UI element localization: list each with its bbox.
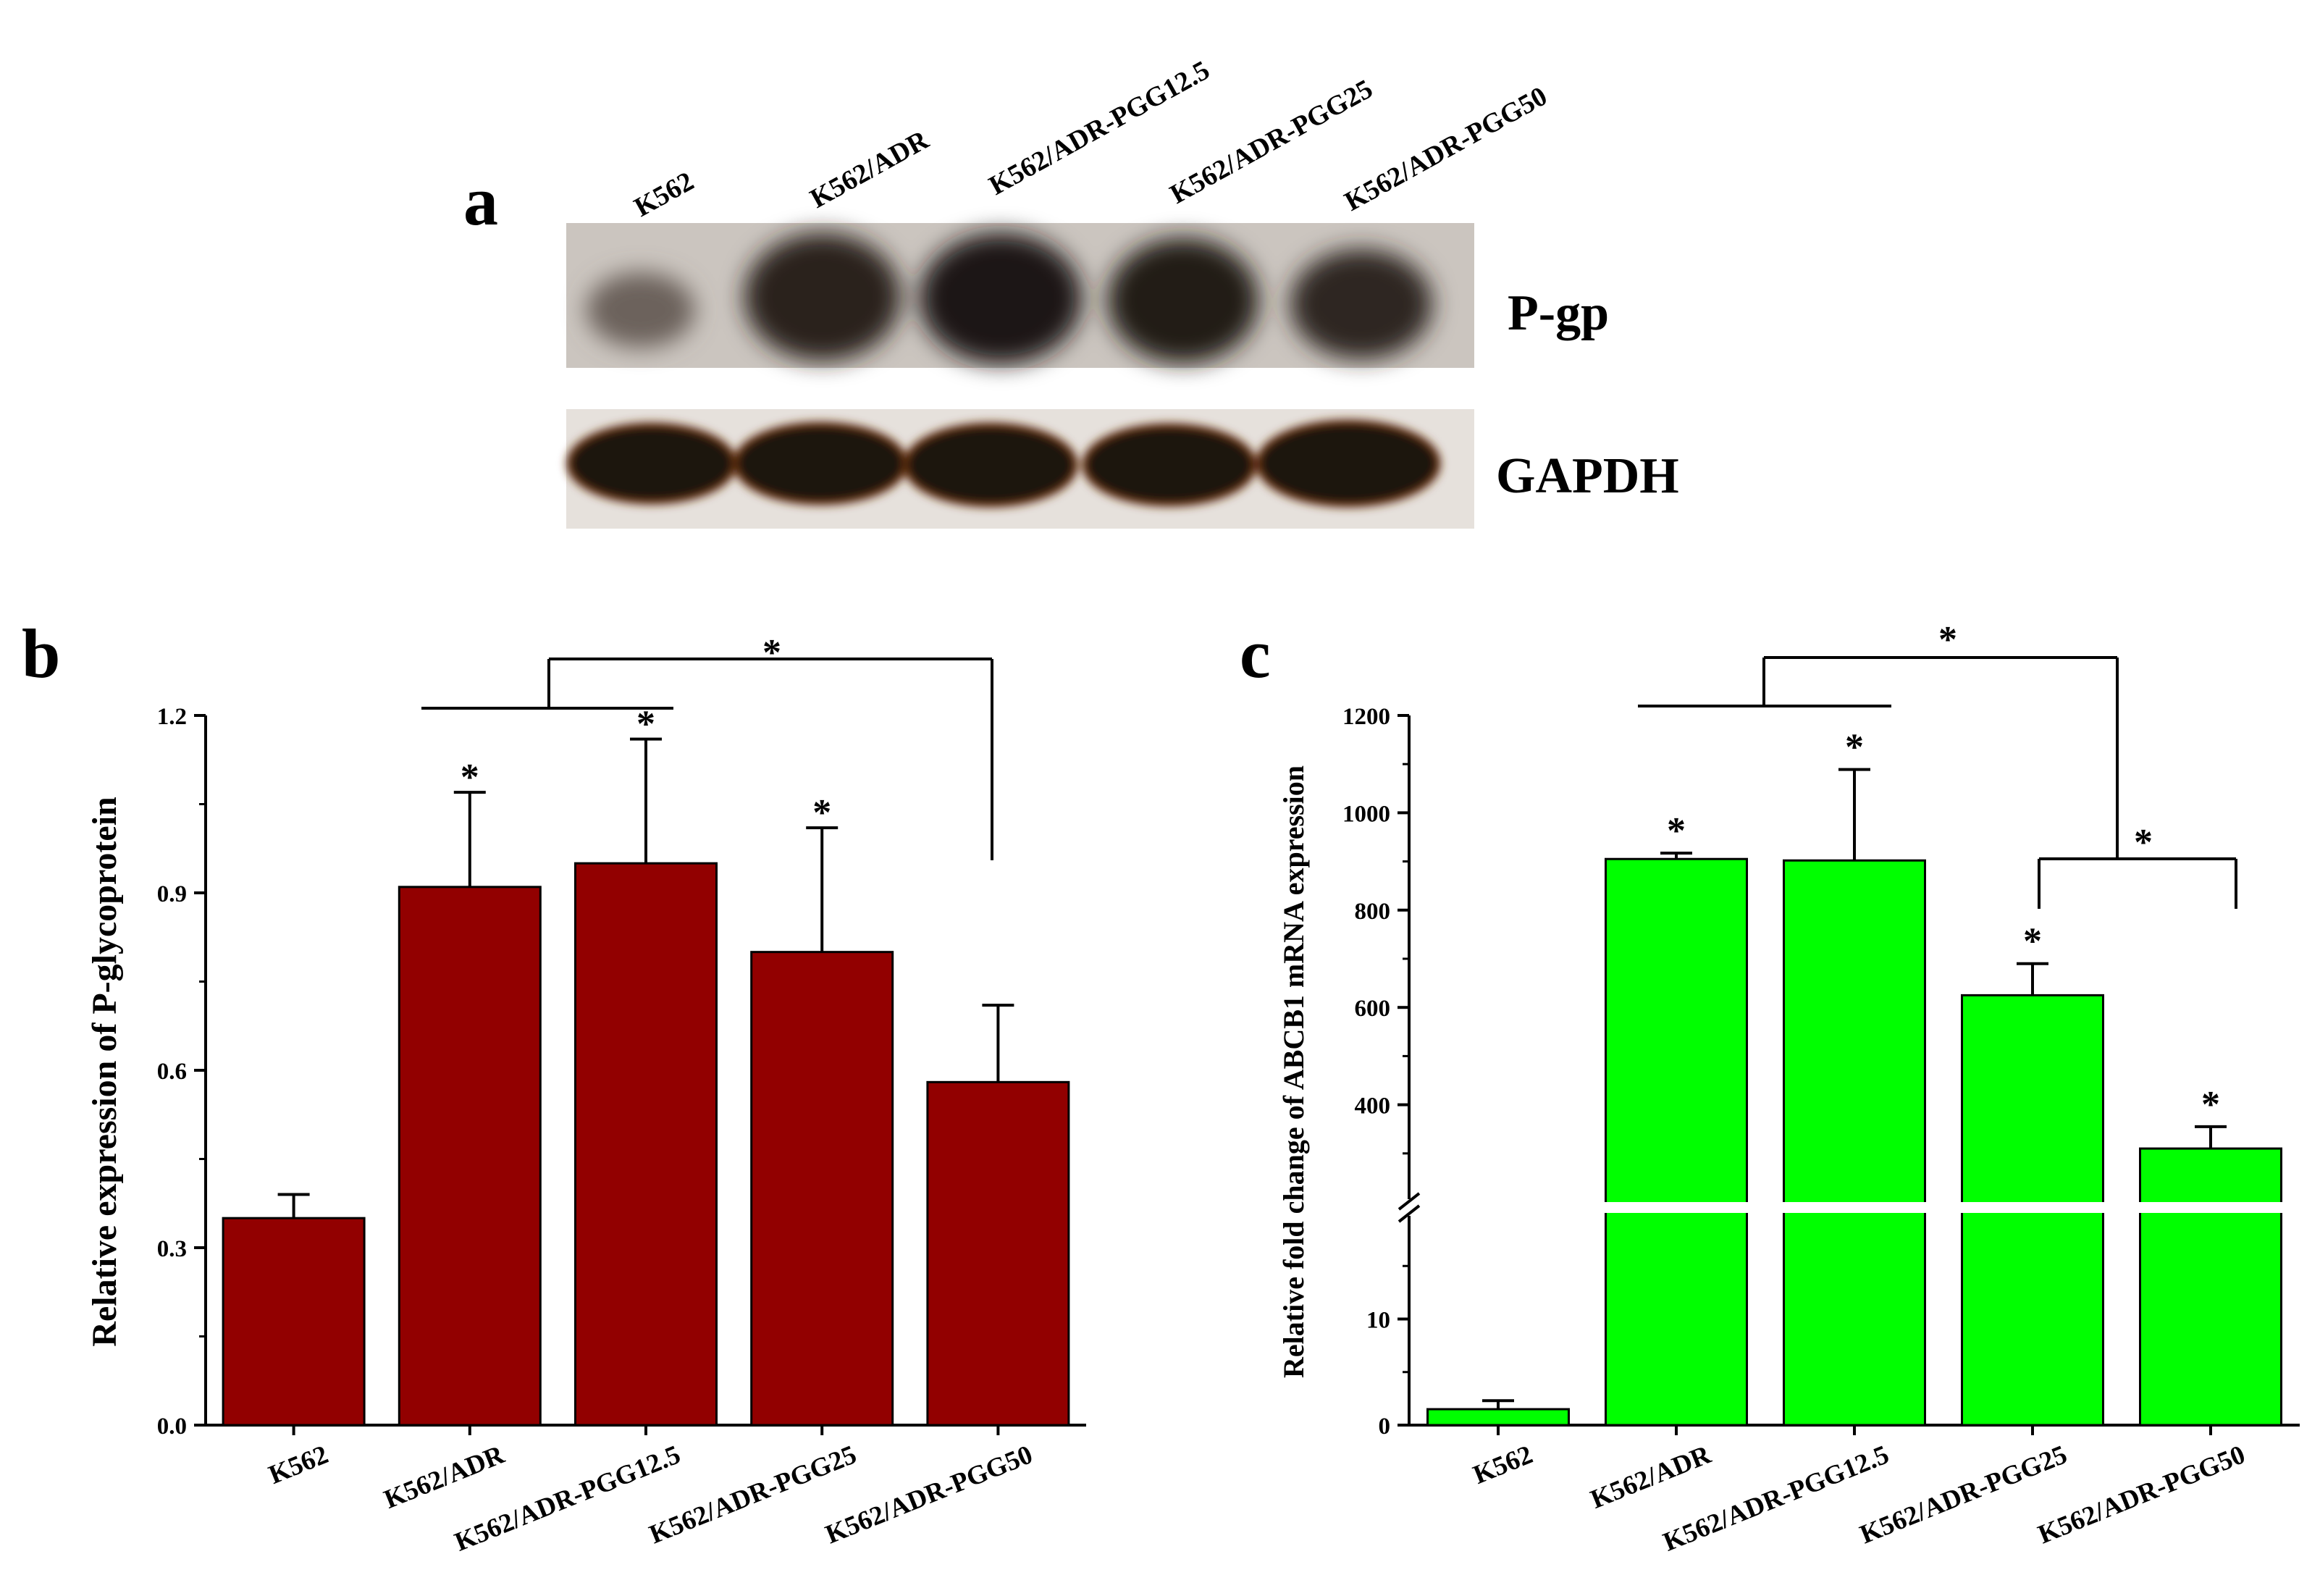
panel-c-x-tick-label: K562 [1469,1440,1537,1490]
panel-b-bar [750,951,894,1427]
panel-c-axis-break-mark [1398,1204,1421,1223]
panel-b-bar [398,886,542,1427]
panel-c-y-tick-label: 1000 [1342,801,1390,827]
panel-b-y-tick-label: 0.9 [157,881,187,907]
panel-c-y-tick-label: 800 [1355,899,1391,925]
band-pgp-lane5 [1290,249,1432,359]
panel-c-bracket-top: * [1638,619,2119,859]
panel-b-significance-stars: * * * [461,704,831,833]
panel-b-bar [222,1217,366,1427]
panel-b-bar [926,1080,1070,1427]
panel-c-axis-break-mark [1398,1192,1421,1211]
panel-c-bar-break-gap [1781,1202,1928,1213]
panel-c-bar [1783,859,1926,1427]
blot-strip-gapdh [566,409,1474,529]
panel-c-x-ticks: K562 K562/ADRK562/ADR-PGG12.5K562/ADR-PGG… [1469,1425,2249,1558]
blot-lane-labels: K562 K562/ADR K562/ADR-PGG12.5 K562/ADR-… [629,55,1552,223]
panel-c-bar-star: * [2023,921,2042,962]
panel-c: c Relative fold change of ABCB1 mRNA exp… [1240,615,2300,1558]
panel-c-bracket-right: * [2038,822,2237,909]
panel-b-y-axis-label: Relative expression of P-glycoprotein [85,797,124,1346]
panel-c-bar-break-gap [1603,1202,1749,1213]
panel-c-y-tick-label: 10 [1366,1308,1390,1334]
panel-c-significance-stars: * * * * [1667,727,2220,1125]
lane-label-k562-adr: K562/ADR [805,125,934,214]
lane-label-k562: K562 [629,166,699,223]
panel-b-bracket-star: * [762,632,781,673]
panel-b-bar-star: * [812,792,831,833]
band-gapdh-lane3 [903,422,1078,508]
panel-c-bar-break-gap [1959,1202,2106,1213]
panel-b: b Relative expression of P-glycoprotein … [22,615,1086,1558]
panel-b-y-tick-label: 0.0 [157,1414,187,1440]
panel-c-bars [1426,857,2284,1427]
panel-a-label: a [463,162,498,240]
panel-c-y-tick-label: 400 [1355,1093,1391,1120]
panel-b-y-tick-label: 0.6 [157,1059,187,1085]
panel-c-error-bars [1482,768,2227,1410]
panel-c-bar-star: * [1667,810,1686,852]
panel-c-label: c [1240,615,1271,692]
band-pgp-lane4 [1108,238,1258,363]
panel-c-bracket-right-star: * [2134,822,2153,863]
band-pgp-lane1 [587,272,695,348]
panel-c-y-tick-label: 1200 [1342,704,1390,730]
panel-b-x-ticks: K562 K562/ADRK562/ADR-PGG12.5K562/ADR-PGG… [264,1425,1037,1558]
blot-strip-pgp [566,223,1474,368]
band-label-pgp: P-gp [1508,285,1609,341]
panel-b-x-tick-label: K562 [264,1440,332,1490]
panel-b-bar-star: * [461,757,479,798]
panel-b-bracket: * [421,632,993,860]
panel-c-bar-star: * [1845,727,1864,768]
panel-c-y-tick-label: 0 [1379,1414,1391,1440]
panel-c-bar [1426,1408,1570,1427]
panel-b-bar-star: * [636,704,655,745]
panel-b-error-bars [277,737,1014,1219]
band-gapdh-lane2 [733,421,908,505]
band-pgp-lane2 [744,233,901,361]
panel-c-bar [1605,857,1748,1427]
panel-c-y-ticks: 400 600 800 1000 1200 0 10 [1342,704,1409,1440]
panel-c-bar-break-gap [2138,1202,2284,1213]
panel-b-x-tick-label: K562/ADR [380,1440,510,1515]
band-pgp-lane3 [920,233,1082,364]
panel-c-y-axis-label: Relative fold change of ABCB1 mRNA expre… [1277,765,1310,1378]
panel-b-label: b [22,615,60,692]
panel-c-bracket-top-star: * [1938,619,1957,660]
panel-b-bars [222,862,1070,1427]
band-gapdh-lane4 [1082,423,1257,507]
band-gapdh-lane1 [566,422,737,505]
panel-b-bar [574,862,718,1427]
panel-c-x-tick-label: K562/ADR [1586,1440,1716,1515]
panel-c-bar-star: * [2201,1084,2220,1125]
panel-c-bar [2139,1147,2282,1427]
panel-b-y-tick-label: 1.2 [157,704,187,730]
panel-a: a K562 K562/ADR K562/ADR-PGG12.5 K562/AD… [463,55,1679,529]
band-label-gapdh: GAPDH [1496,448,1679,504]
panel-b-y-ticks: 0.0 0.3 0.6 0.9 1.2 [157,704,206,1440]
band-gapdh-lane5 [1256,419,1441,508]
panel-b-y-tick-label: 0.3 [157,1236,187,1262]
panel-c-y-tick-label: 600 [1355,996,1391,1022]
